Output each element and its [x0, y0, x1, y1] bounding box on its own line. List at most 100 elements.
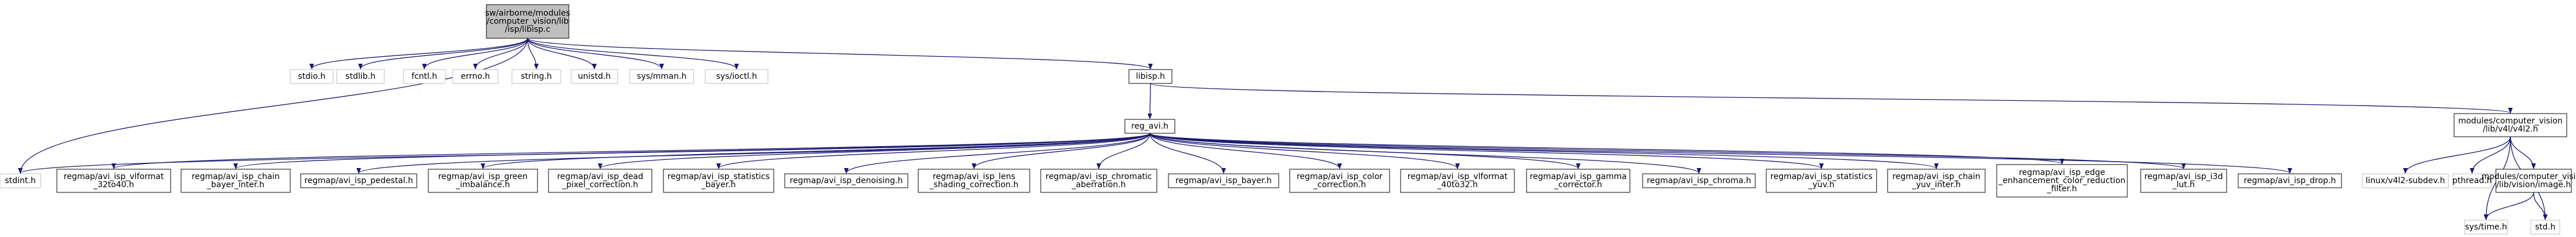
node-label: _40to32.h [1437, 180, 1478, 189]
node-stdio: stdio.h [290, 69, 334, 84]
node-label: sw/airborne/modules [485, 9, 571, 18]
node-box [2238, 173, 2342, 188]
node-label: regmap/avi_isp_chromatic [1045, 172, 1152, 181]
edge-root-to-stdint [18, 38, 528, 174]
node-lens[interactable]: regmap/avi_isp_lens_shading_correction.h [918, 169, 1030, 193]
node-label: std.h [2535, 223, 2556, 232]
node-green[interactable]: regmap/avi_isp_green_imbalance.h [428, 169, 538, 193]
edge-v4l2-to-pthread [2470, 136, 2511, 174]
edge-regavi-to-denoising [844, 133, 1150, 174]
node-chroma[interactable]: regmap/avi_isp_chroma.h [1642, 173, 1756, 188]
node-label: linux/v4l2-subdev.h [2366, 176, 2445, 185]
node-label: regmap/avi_isp_color [1297, 172, 1383, 181]
edge-regavi-to-statbayer [716, 133, 1150, 169]
node-label: regmap/avi_isp_pedestal.h [304, 176, 413, 185]
node-v4l2[interactable]: modules/computer_vision/lib/v4l/v4l2.h [2454, 113, 2567, 137]
node-vformat40[interactable]: regmap/avi_isp_vlformat_40to32.h [1400, 169, 1515, 193]
node-label: regmap/avi_isp_statistics [668, 172, 770, 181]
node-box [1400, 169, 1515, 193]
node-color[interactable]: regmap/avi_isp_color_correction.h [1289, 169, 1390, 193]
node-label: _lut.h [2172, 180, 2195, 189]
node-label: regmap/avi_isp_dead [557, 172, 644, 181]
edge-layer [18, 38, 2548, 220]
edge-regavi-to-vformat40 [1149, 133, 1460, 169]
node-label: _yuv_inter.h [1911, 180, 1961, 189]
node-label: _imbalance.h [456, 180, 510, 189]
node-label: regmap/avi_isp_vlformat [1408, 172, 1508, 181]
node-libisp[interactable]: libisp.h [1128, 69, 1172, 84]
node-box [629, 69, 694, 84]
edge-root-to-string [527, 38, 539, 70]
edge-root-to-stdlib [358, 38, 528, 70]
node-box [1128, 69, 1172, 84]
node-label: modules/computer_vision [2458, 116, 2563, 126]
node-box [452, 69, 499, 84]
node-statyuv[interactable]: regmap/avi_isp_statistics_yuv.h [1766, 169, 1877, 193]
edge-libisp-to-v4l2 [1150, 83, 2513, 114]
edge-regavi-to-chroma [1149, 133, 1701, 174]
node-i3d[interactable]: regmap/avi_isp_i3d_lut.h [2140, 169, 2227, 193]
edge-root-to-errno [473, 38, 528, 70]
node-statbayer[interactable]: regmap/avi_isp_statistics_bayer.h [663, 169, 774, 193]
node-label: stdlib.h [345, 72, 376, 81]
node-pedestal[interactable]: regmap/avi_isp_pedestal.h [300, 173, 417, 188]
node-bayer[interactable]: regmap/avi_isp_bayer.h [1168, 173, 1279, 188]
node-mman: sys/mman.h [629, 69, 694, 84]
node-gamma[interactable]: regmap/avi_isp_gamma_corrector.h [1526, 169, 1630, 193]
node-chainyuv[interactable]: regmap/avi_isp_chain_yuv_inter.h [1887, 169, 1986, 193]
node-layer: sw/airborne/modules/computer_vision/lib/… [0, 4, 2576, 235]
node-box [511, 69, 561, 84]
node-denoising[interactable]: regmap/avi_isp_denoising.h [784, 173, 908, 188]
node-box [1887, 169, 1986, 193]
node-label: modules/computer_vision [2481, 172, 2576, 181]
node-regavi[interactable]: reg_avi.h [1124, 119, 1175, 134]
node-systime: sys/time.h [2464, 220, 2508, 235]
node-label: stdio.h [298, 72, 325, 81]
node-box [300, 173, 417, 188]
node-label: /computer_vision/lib [486, 17, 569, 26]
node-unistd: unistd.h [571, 69, 618, 84]
node-box [290, 69, 334, 84]
node-label: regmap/avi_isp_chain [192, 172, 280, 181]
node-box [0, 173, 41, 188]
node-ioctl: sys/ioctl.h [705, 69, 769, 84]
node-dead[interactable]: regmap/avi_isp_dead_pixel_correction.h [548, 169, 652, 193]
node-box [2452, 173, 2492, 188]
node-box [2140, 169, 2227, 193]
node-label: /lib/v4l/v4l2.h [2483, 125, 2538, 134]
edge-regavi-to-color [1149, 133, 1342, 169]
node-label: sys/ioctl.h [716, 72, 757, 81]
edge-root-to-fcntl [422, 38, 528, 70]
node-box [428, 169, 538, 193]
node-subdev: linux/v4l2-subdev.h [2362, 173, 2449, 188]
node-edge[interactable]: regmap/avi_isp_edge_enhancement_color_re… [1996, 164, 2128, 198]
node-label: stdint.h [5, 176, 35, 185]
node-vformat32[interactable]: regmap/avi_isp_vlformat_32to40.h [56, 169, 171, 193]
node-box [2530, 220, 2560, 235]
node-label: _32to40.h [93, 180, 134, 189]
node-label: pthread.h [2452, 176, 2492, 185]
node-root[interactable]: sw/airborne/modules/computer_vision/lib/… [485, 4, 571, 39]
node-chromatic[interactable]: regmap/avi_isp_chromatic_aberration.h [1040, 169, 1157, 193]
node-label: regmap/avi_isp_bayer.h [1175, 176, 1272, 185]
node-box [548, 169, 652, 193]
node-label: _enhancement_color_reduction [1998, 176, 2126, 185]
node-chainbayer[interactable]: regmap/avi_isp_chain_bayer_inter.h [181, 169, 291, 193]
node-stdh: std.h [2530, 220, 2560, 235]
node-string: string.h [511, 69, 561, 84]
node-box [784, 173, 908, 188]
node-box [1168, 173, 1279, 188]
node-label: /isp/libisp.c [505, 25, 550, 34]
node-drop[interactable]: regmap/avi_isp_drop.h [2238, 173, 2342, 188]
node-box [1766, 169, 1877, 193]
node-label: sys/mman.h [637, 72, 687, 81]
node-visionimage[interactable]: modules/computer_vision/lib/vision/image… [2481, 169, 2576, 193]
node-label: regmap/avi_isp_gamma [1530, 172, 1627, 181]
node-label: errno.h [461, 72, 490, 81]
node-label: regmap/avi_isp_i3d [2144, 172, 2223, 181]
node-label: sys/time.h [2465, 223, 2508, 232]
edge-regavi-to-chainbayer [233, 133, 1150, 169]
node-label: fcntl.h [412, 72, 437, 81]
node-label: _correction.h [1313, 180, 1366, 189]
